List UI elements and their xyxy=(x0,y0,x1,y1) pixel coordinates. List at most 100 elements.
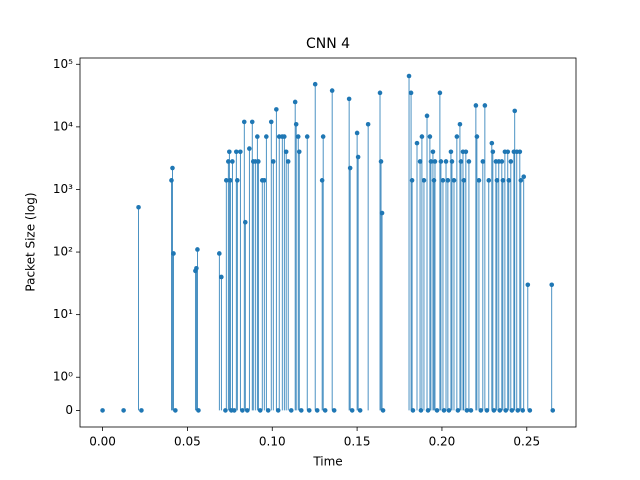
stem-marker xyxy=(282,134,287,139)
stem-marker xyxy=(228,178,233,183)
stem-marker xyxy=(489,140,495,146)
stem-marker xyxy=(329,88,335,93)
stem-marker xyxy=(421,178,427,183)
stem-marker xyxy=(480,159,486,164)
stem-marker xyxy=(306,408,312,413)
stem-marker xyxy=(249,119,255,125)
stem-marker xyxy=(355,154,361,160)
y-tick-label: 10⁵ xyxy=(53,57,73,71)
stem-marker xyxy=(425,408,431,413)
stem-marker xyxy=(261,178,267,183)
y-tick-label: 10³ xyxy=(53,182,73,196)
x-axis-label: Time xyxy=(312,455,342,469)
stem-marker xyxy=(461,178,467,183)
stem-marker xyxy=(223,408,228,413)
stem-marker xyxy=(440,178,446,183)
stem-marker xyxy=(347,165,353,171)
stem-marker xyxy=(457,121,463,127)
stem-marker xyxy=(226,159,231,164)
stem-marker xyxy=(406,73,412,79)
y-tick-label: 0 xyxy=(65,403,73,417)
x-tick-label: 0.00 xyxy=(89,435,116,449)
stem-marker xyxy=(458,159,464,164)
stem-marker xyxy=(264,134,269,139)
stem-marker xyxy=(438,159,444,164)
stem-marker xyxy=(233,149,239,155)
stem-marker xyxy=(195,247,200,252)
stem-marker xyxy=(169,178,174,183)
stem-marker xyxy=(283,149,289,155)
y-axis-label: Packet Size (log) xyxy=(24,192,38,291)
stem-marker xyxy=(520,408,526,413)
stem-marker xyxy=(121,408,126,413)
stem-marker xyxy=(241,119,247,125)
stem-marker xyxy=(296,149,302,155)
stem-marker xyxy=(223,178,229,183)
x-tick-label: 0.20 xyxy=(429,435,456,449)
x-tick-label: 0.10 xyxy=(259,435,286,449)
stem-marker xyxy=(219,274,224,280)
stem-marker xyxy=(242,219,248,225)
stem-marker xyxy=(414,140,420,146)
stem-marker xyxy=(549,282,555,288)
stem-marker xyxy=(285,159,291,164)
stem-marker xyxy=(365,121,371,127)
stem-marker xyxy=(491,408,497,413)
stem-marker xyxy=(274,107,279,112)
stem-marker xyxy=(518,178,524,183)
stem-marker xyxy=(235,178,240,183)
stem-marker xyxy=(419,134,425,139)
stem-marker xyxy=(468,408,474,413)
stem-marker xyxy=(288,408,294,413)
stem-marker xyxy=(379,210,385,216)
stem-marker xyxy=(431,178,437,183)
stem-marker xyxy=(506,178,512,183)
stem-marker xyxy=(455,408,461,413)
y-tick-label: 10⁴ xyxy=(53,119,73,133)
stem-marker xyxy=(473,103,479,108)
stem-marker xyxy=(304,134,310,139)
stem-marker xyxy=(432,159,438,164)
stem-marker xyxy=(270,159,276,164)
stem-marker xyxy=(409,178,415,183)
stem-marker xyxy=(136,204,141,210)
stem-marker xyxy=(139,408,144,413)
stem-marker xyxy=(512,108,518,114)
stem-marker xyxy=(464,408,470,413)
stem-marker xyxy=(478,408,484,413)
chart-title: CNN 4 xyxy=(306,36,350,52)
stem-marker xyxy=(424,113,430,119)
stem-marker xyxy=(500,178,506,183)
stem-marker xyxy=(445,178,451,183)
stem-marker xyxy=(255,134,260,139)
stem-marker xyxy=(497,408,503,413)
stem-marker xyxy=(231,408,237,413)
stem-marker xyxy=(346,96,352,102)
stem-marker xyxy=(275,408,281,413)
stem-marker xyxy=(449,159,455,164)
stem-marker xyxy=(448,149,454,155)
stem-marker xyxy=(380,408,386,413)
stem-marker xyxy=(486,178,492,183)
stem-marker xyxy=(463,149,469,155)
stem-marker xyxy=(443,159,449,164)
stem-marker xyxy=(441,408,447,413)
stem-marker xyxy=(521,174,527,179)
x-tick-label: 0.25 xyxy=(513,435,540,449)
stem-marker xyxy=(314,408,320,413)
stem-marker xyxy=(499,159,505,164)
stem-marker xyxy=(292,99,298,105)
stem-marker xyxy=(217,251,222,256)
stem-marker xyxy=(446,408,452,413)
stem-marker xyxy=(484,408,490,413)
stem-marker xyxy=(298,408,304,413)
stem-marker xyxy=(238,149,243,155)
stem-marker xyxy=(410,408,416,413)
stem-marker xyxy=(466,159,472,164)
stem-marker xyxy=(257,408,263,413)
stem-marker xyxy=(490,149,496,155)
stem-marker xyxy=(408,90,414,96)
stem-marker xyxy=(319,178,325,183)
